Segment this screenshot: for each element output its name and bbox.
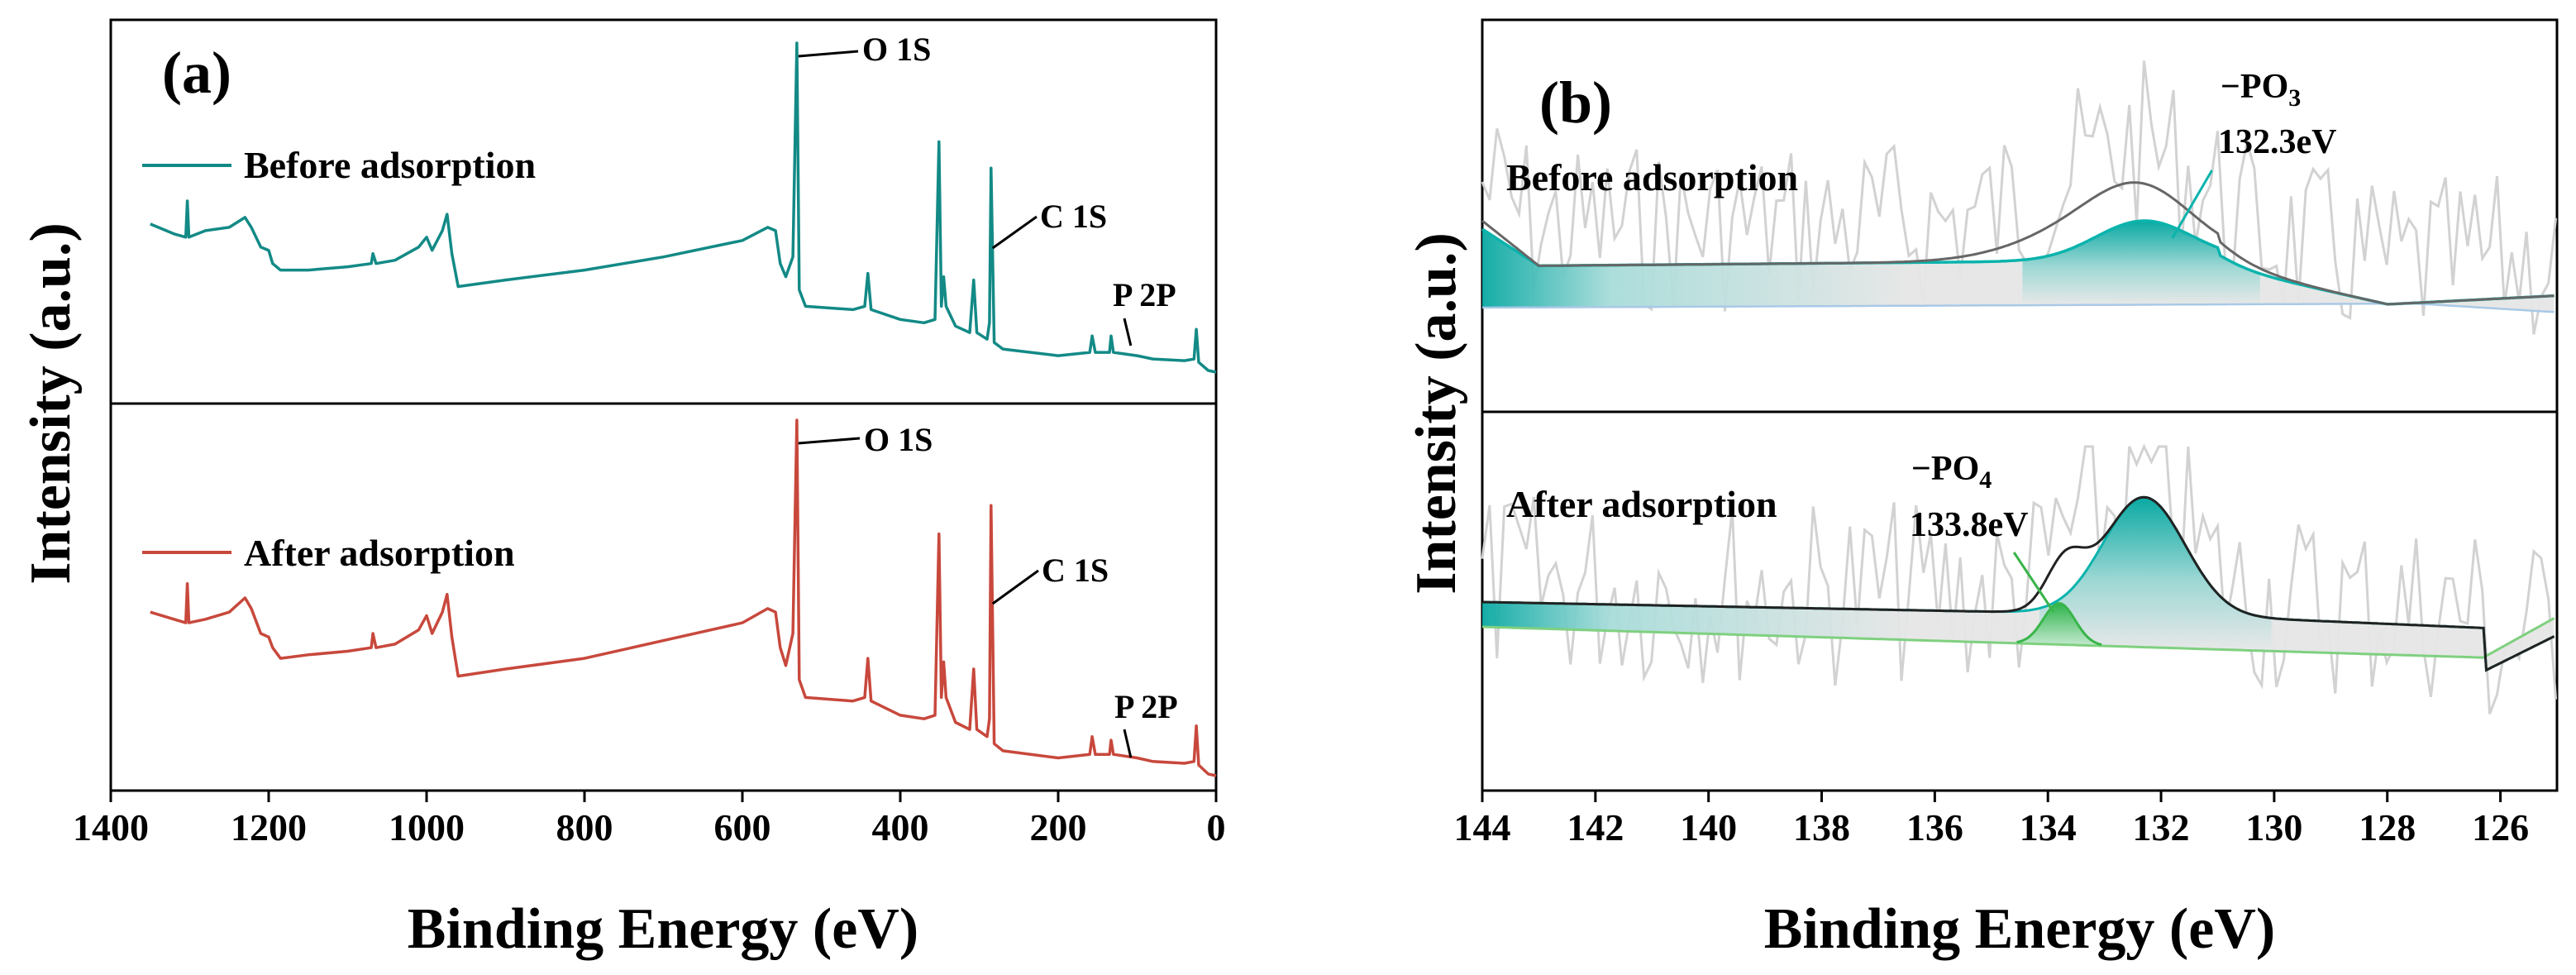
panel-a-x-ticks: 1400 1200 1000 800 600 400 200 0: [73, 791, 1226, 848]
fit-area-before: [1482, 221, 2555, 313]
po4-leader: [2012, 552, 2055, 613]
po4-label-prefix: −PO: [1911, 450, 1979, 488]
baseline-after: [1481, 617, 2555, 659]
panel-a-x-tick-label: 0: [1207, 806, 1226, 848]
after-adsorption-spectrum: [150, 418, 1217, 777]
po4-energy-label: 133.8eV: [1910, 506, 2028, 544]
po4-label: −PO4: [1911, 450, 1992, 494]
po4-label-subscript: 4: [1979, 466, 1992, 494]
panel-a-x-tick-label: 1400: [73, 806, 149, 848]
panel-a-frame: [109, 18, 1218, 792]
po3-peak-area: [2022, 221, 2260, 306]
po3-label: −PO3: [2221, 68, 2301, 112]
raw-spectrum-before: [1481, 60, 2558, 335]
legend-after-label: After adsorption: [244, 532, 515, 574]
panel-a-x-tick-label: 1200: [231, 806, 307, 848]
panel-b-before-label: Before adsorption: [1506, 156, 1798, 198]
baseline-before: [1482, 302, 2555, 313]
panel-b-x-axis-label: Binding Energy (eV): [1764, 897, 2275, 961]
po4-peak-area: [2016, 603, 2102, 646]
o1s-label-before: O 1S: [862, 31, 931, 68]
o1s-label-after: O 1S: [864, 421, 933, 458]
panel-b-x-tick-label: 142: [1567, 806, 1624, 848]
p2p-leader-after: [1123, 729, 1133, 758]
panel-a-peak-leaders: [798, 50, 1133, 758]
po3-peak-area-after: [2039, 497, 2272, 652]
panel-b-after-label: After adsorption: [1506, 483, 1777, 525]
c1s-label-before: C 1S: [1040, 198, 1107, 235]
panel-b-letter: (b): [1539, 69, 1612, 136]
panel-a-curves: [150, 41, 1217, 777]
panel-a-x-tick-label: 400: [872, 806, 929, 848]
p2p-leader-before: [1123, 318, 1133, 347]
panel-a-y-axis-label: Intensity (a.u.): [19, 222, 83, 585]
o1s-leader-after: [798, 437, 861, 445]
envelope-before: [1481, 181, 2555, 306]
panel-b-x-tick-label: 136: [1906, 806, 1963, 848]
panel-a-x-tick-label: 1000: [389, 806, 465, 848]
panel-a: 1400 1200 1000 800 600 400 200 0 (a) Before ads…: [19, 18, 1226, 961]
panel-a-x-axis-label: Binding Energy (eV): [408, 897, 918, 961]
po3-label-subscript: 3: [2288, 84, 2301, 112]
panel-b-x-tick-label: 128: [2359, 806, 2416, 848]
envelope-after: [1481, 495, 2555, 672]
c1s-leader-after: [991, 569, 1039, 605]
panel-a-x-tick-label: 600: [714, 806, 771, 848]
panel-b-x-tick-label: 130: [2245, 806, 2302, 848]
legend-before-label: Before adsorption: [244, 144, 536, 186]
panel-b-frame: [1481, 18, 2559, 792]
panel-b-x-ticks: 144 142 140 138 136 134 132 130 128 126: [1454, 791, 2529, 848]
panel-b-y-axis-label: Intensity (a.u.): [1405, 232, 1468, 595]
panel-b-x-tick-label: 134: [2020, 806, 2077, 848]
po3-leader: [2171, 170, 2213, 239]
before-adsorption-spectrum: [150, 41, 1217, 374]
po4-component-line: [2016, 601, 2102, 647]
po3-label-prefix: −PO: [2221, 68, 2288, 106]
panel-b-x-tick-label: 144: [1454, 806, 1511, 848]
panel-b-x-tick-label: 126: [2472, 806, 2529, 848]
panel-b-x-tick-label: 132: [2133, 806, 2190, 848]
panel-b-x-tick-label: 138: [1793, 806, 1850, 848]
p2p-label-after: P 2P: [1114, 688, 1178, 725]
c1s-leader-before: [991, 215, 1038, 250]
o1s-leader-before: [798, 50, 859, 58]
panel-b-fitted-areas: [1482, 221, 2555, 671]
panel-b-x-tick-label: 140: [1680, 806, 1737, 848]
panel-b-fit-lines: [1481, 170, 2555, 672]
c1s-label-after: C 1S: [1042, 552, 1109, 589]
panel-a-letter: (a): [162, 40, 231, 106]
panel-b: 144 142 140 138 136 134 132 130 128 126 (b) Befor…: [1405, 18, 2559, 961]
fit-area-after: [1482, 497, 2555, 671]
panel-a-x-tick-label: 200: [1030, 806, 1087, 848]
panel-a-x-tick-label: 800: [556, 806, 613, 848]
po3-energy-label: 132.3eV: [2218, 123, 2336, 161]
p2p-label-before: P 2P: [1113, 276, 1176, 313]
